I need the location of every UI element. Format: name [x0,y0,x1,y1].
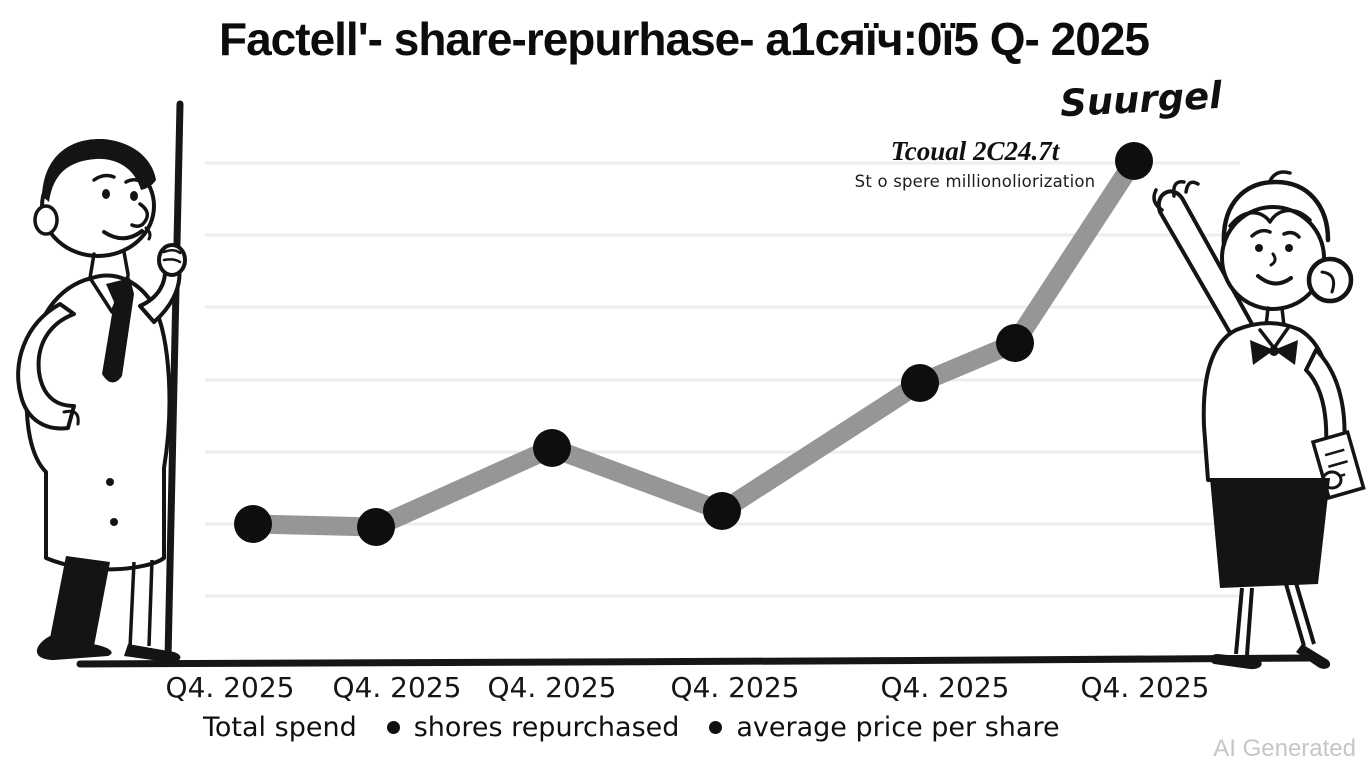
x-tick-label: Q4. 2025 [880,671,1010,704]
woman-raised-arm [1156,189,1264,352]
data-point-marker [357,508,395,546]
data-point-marker [996,324,1034,362]
woman-head [1220,205,1326,311]
x-tick-label: Q4. 2025 [1080,671,1210,704]
man-shoe-left [36,636,112,660]
woman-heel-right [1296,644,1331,669]
x-tick-label: Q4. 2025 [670,671,800,704]
legend-label: Total spend [203,712,357,743]
data-point-marker [1115,142,1153,180]
legend-item-total-spend: Total spend [203,712,357,743]
legend-dot-icon [386,721,400,734]
man-shoe-right [124,644,181,663]
man-trouser-leg [50,556,110,646]
y-axis-pole [164,100,184,662]
woman-bow-tie [1250,340,1298,365]
man-hair [42,138,156,202]
businessman-figure [16,138,187,663]
data-point-marker [703,492,741,530]
x-tick-label: Q4. 2025 [487,671,617,704]
callout-subtitle: St o spere millionoliorization [854,172,1096,191]
x-tick-label: Q4. 2025 [165,671,295,704]
data-point-marker [901,364,939,402]
man-arm-akimbo [16,302,76,431]
ai-generated-watermark: AI Generated [1213,735,1356,762]
woman-hair [1221,179,1331,247]
callout-annotation: Tcoual 2C24.7t St o spere millionolioriz… [853,136,1097,191]
surge-annotation: Suurgel [1058,73,1223,126]
x-axis-line [76,654,1316,668]
man-tie [102,278,134,383]
woman-blouse [1201,321,1334,482]
legend-label: average price per share [736,712,1060,743]
x-tick-label: Q4. 2025 [332,671,462,704]
legend-label: shores repurchased [413,712,680,743]
data-point-marker [234,505,272,543]
data-point-marker [533,429,571,467]
legend-dot-icon [709,721,723,734]
businesswoman-figure [1152,170,1366,670]
page-title: Factell'- share-repurhase- a1cяїч:0ї5 Q-… [218,13,1150,65]
man-ear [33,204,59,236]
woman-skirt [1210,478,1330,588]
legend-item-shares-repurchased: shores repurchased [386,712,680,743]
woman-hair-bun [1306,256,1354,304]
woman-heel-left [1209,654,1262,670]
chart-legend: Total spend shores repurchased average p… [203,712,1060,743]
callout-title: Tcoual 2C24.7t [890,136,1060,166]
legend-item-average-price: average price per share [709,712,1060,743]
